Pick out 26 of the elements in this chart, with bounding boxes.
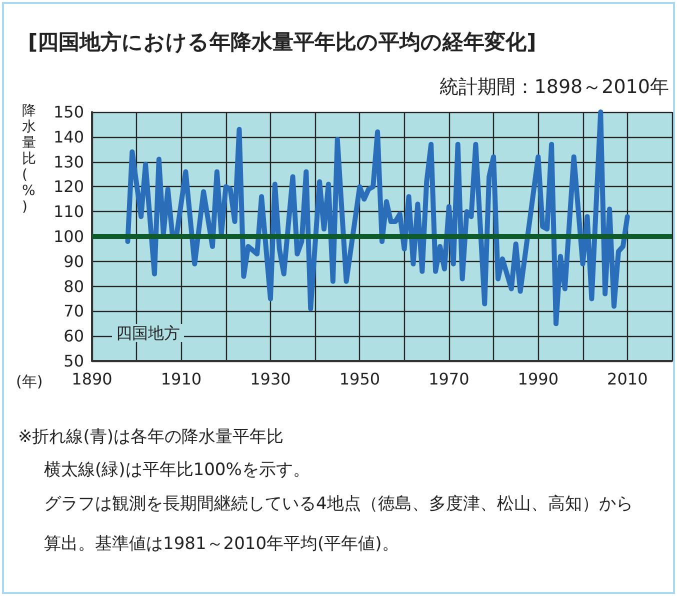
y-tick-label: 60	[64, 326, 84, 346]
chart-title: [四国地方における年降水量平年比の平均の経年変化]	[28, 29, 536, 56]
annotation: 四国地方	[116, 324, 180, 342]
x-axis-title: (年)	[16, 372, 43, 390]
x-tick-label: 1970	[428, 370, 470, 388]
text: 横太線(緑)は平年比100%を示す。	[44, 459, 310, 481]
x-tick-label: 1910	[160, 370, 202, 388]
y-tick-label: 120	[53, 177, 84, 196]
y-tick-label: 140	[53, 127, 84, 146]
y-tick-label: 130	[53, 152, 84, 172]
y-tick-label: 100	[53, 227, 84, 246]
y-tick-label: 150	[53, 102, 84, 122]
y-tick-label: 110	[53, 202, 84, 222]
x-tick-label: 1990	[518, 370, 559, 388]
y-axis-title: 降水量比(%)	[22, 103, 36, 215]
x-tick-label: 1950	[339, 370, 380, 388]
y-tick-label: 80	[64, 276, 84, 296]
y-tick-label: 50	[64, 352, 84, 370]
y-tick-label: 70	[64, 302, 84, 321]
y-tick-label: 90	[64, 252, 84, 271]
x-tick-label: 1930	[250, 370, 291, 388]
text: ※折れ線(青)は各年の降水量平年比	[18, 426, 284, 448]
x-tick-label: 1890	[72, 370, 112, 388]
text: グラフは観測を長期間継続している4地点（徳島、多度津、松山、高知）から算出。基準値は1981～2010年平均(平年値)。	[44, 493, 634, 556]
chart-subtitle: 統計期間：1898～2010年	[439, 75, 669, 100]
x-tick-label: 2010	[607, 370, 648, 388]
